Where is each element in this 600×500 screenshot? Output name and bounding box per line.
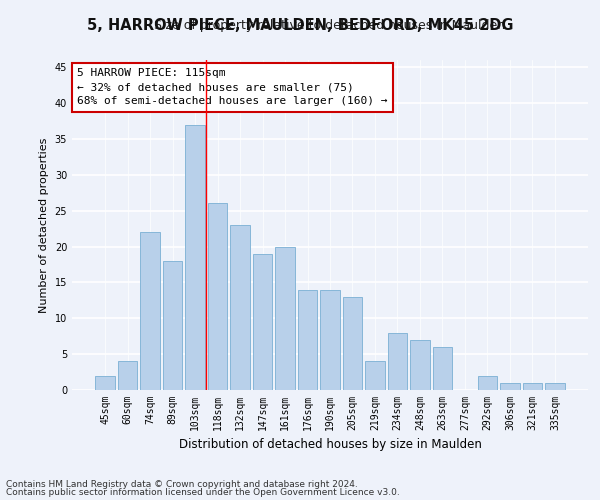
Text: Contains HM Land Registry data © Crown copyright and database right 2024.: Contains HM Land Registry data © Crown c… [6, 480, 358, 489]
Bar [433, 347, 452, 390]
Bar [95, 376, 115, 390]
Bar [410, 340, 430, 390]
Bar [253, 254, 272, 390]
Bar [298, 290, 317, 390]
Bar [185, 124, 205, 390]
Bar [118, 362, 137, 390]
Y-axis label: Number of detached properties: Number of detached properties [39, 138, 49, 312]
Bar [140, 232, 160, 390]
Bar [343, 296, 362, 390]
Bar [523, 383, 542, 390]
X-axis label: Distribution of detached houses by size in Maulden: Distribution of detached houses by size … [179, 438, 481, 452]
Bar [163, 261, 182, 390]
Bar [545, 383, 565, 390]
Bar [208, 204, 227, 390]
Bar [275, 246, 295, 390]
Bar [478, 376, 497, 390]
Text: 5 HARROW PIECE: 115sqm
← 32% of detached houses are smaller (75)
68% of semi-det: 5 HARROW PIECE: 115sqm ← 32% of detached… [77, 68, 388, 106]
Title: Size of property relative to detached houses in Maulden: Size of property relative to detached ho… [154, 20, 506, 32]
Bar [320, 290, 340, 390]
Text: 5, HARROW PIECE, MAULDEN, BEDFORD, MK45 2DG: 5, HARROW PIECE, MAULDEN, BEDFORD, MK45 … [87, 18, 513, 32]
Bar [388, 332, 407, 390]
Bar [500, 383, 520, 390]
Text: Contains public sector information licensed under the Open Government Licence v3: Contains public sector information licen… [6, 488, 400, 497]
Bar [230, 225, 250, 390]
Bar [365, 362, 385, 390]
